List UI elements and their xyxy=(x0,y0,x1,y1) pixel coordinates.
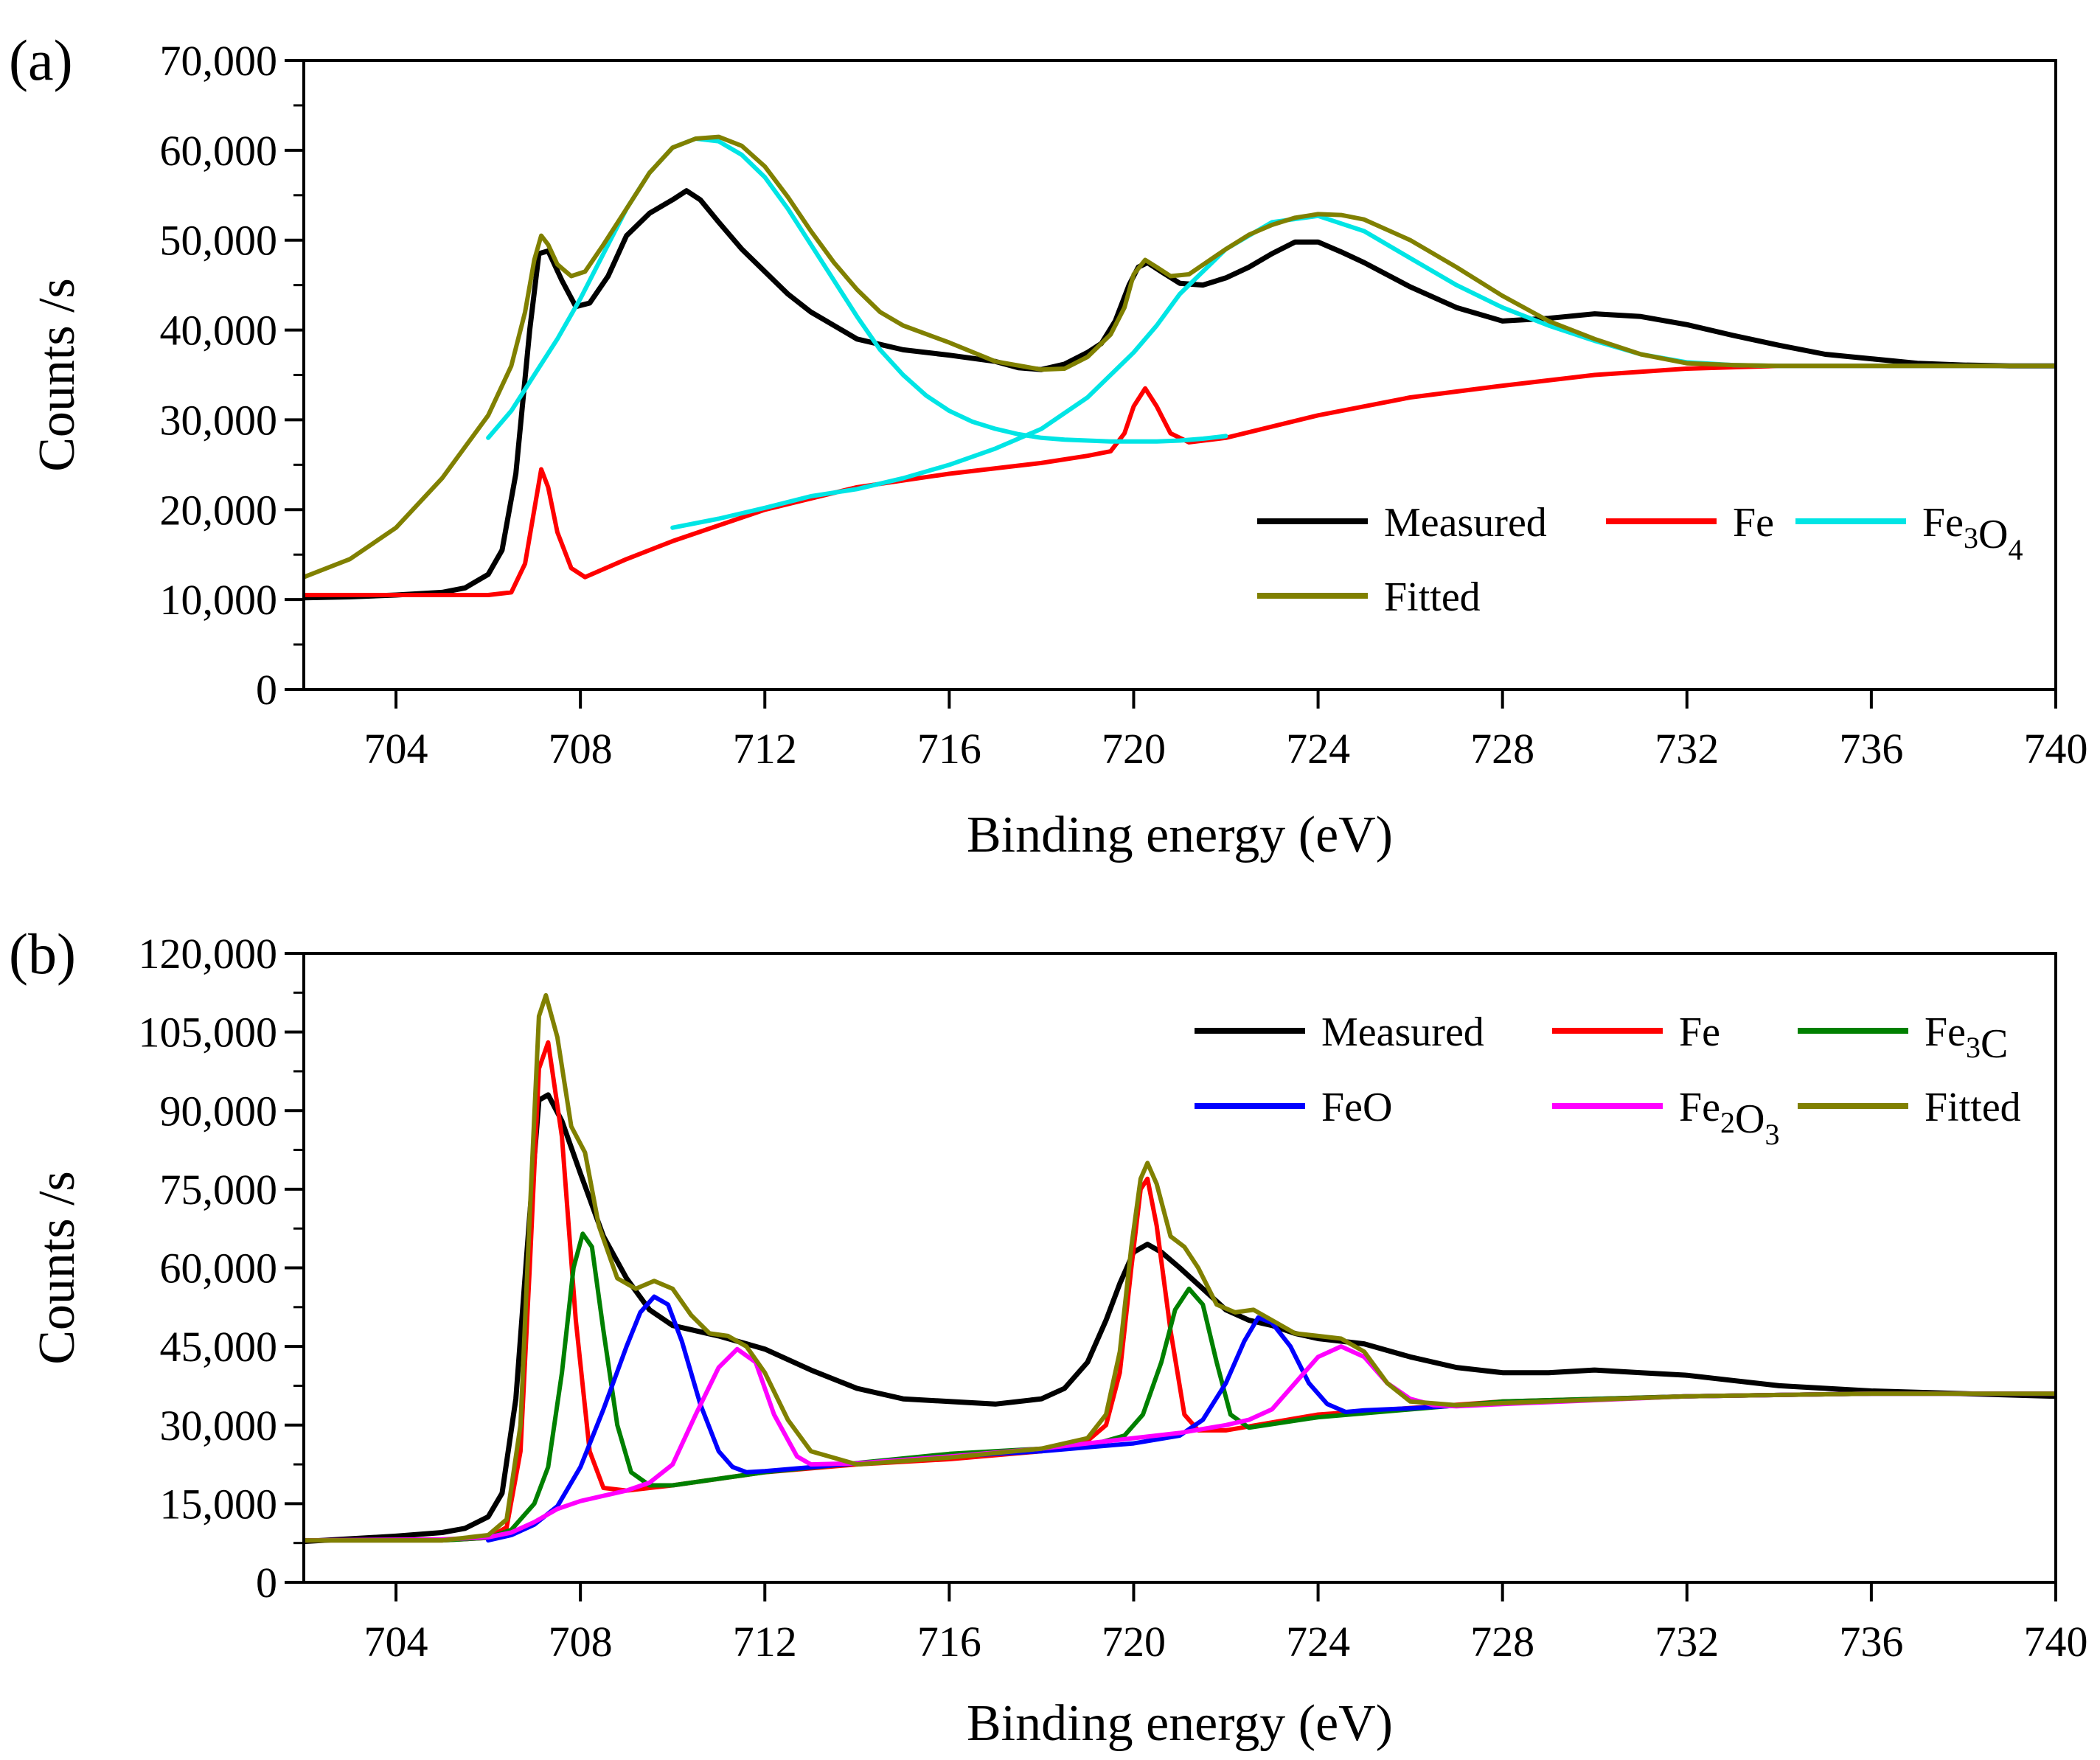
y-tick-label: 40,000 xyxy=(160,307,278,355)
panel-label: (b) xyxy=(9,922,76,986)
plot-frame xyxy=(302,59,2057,691)
legend-label: Measured xyxy=(1384,500,1547,546)
x-tick-label: 736 xyxy=(1839,1618,1903,1666)
y-axis-title: Counts /s xyxy=(29,278,86,472)
series-group xyxy=(304,134,2056,601)
y-tick-label: 30,000 xyxy=(160,1402,278,1450)
legend: Measured Fe Fe3O4 Fitted xyxy=(1257,500,2023,620)
x-tick-label: 728 xyxy=(1470,725,1534,773)
y-tick-label: 90,000 xyxy=(160,1087,278,1135)
x-tick-label: 720 xyxy=(1102,1618,1166,1666)
x-tick-label: 724 xyxy=(1286,725,1350,773)
x-axis-title: Binding energy (eV) xyxy=(967,1695,1393,1752)
x-tick-label: 716 xyxy=(917,1618,981,1666)
legend-label: FeO xyxy=(1321,1085,1392,1130)
legend-label: Fe3O4 xyxy=(1922,500,2023,566)
legend: Measured Fe Fe3C FeO Fe2O3 Fitted xyxy=(1195,1009,2021,1151)
y-tick-label: 0 xyxy=(256,666,277,714)
y-tick-label: 120,000 xyxy=(139,930,278,978)
y-tick-label: 60,000 xyxy=(160,127,278,175)
y-tick-label: 75,000 xyxy=(160,1166,278,1214)
legend-label: Fe2O3 xyxy=(1679,1085,1779,1151)
x-tick-label: 740 xyxy=(2024,1618,2088,1666)
y-tick-label: 50,000 xyxy=(160,217,278,265)
panel-label: (a) xyxy=(9,28,73,92)
legend-label: Fe3C xyxy=(1925,1009,2008,1067)
x-tick-label: 732 xyxy=(1655,1618,1719,1666)
legend-label: Fitted xyxy=(1925,1085,2021,1130)
y-tick-label: 105,000 xyxy=(139,1009,278,1057)
x-tick-label: 708 xyxy=(549,725,613,773)
y-tick-label: 70,000 xyxy=(160,37,278,85)
legend-label: Fitted xyxy=(1384,574,1481,620)
series-line-fe3o4 xyxy=(486,136,1228,444)
x-tick-label: 708 xyxy=(549,1618,613,1666)
x-tick-label: 728 xyxy=(1470,1618,1534,1666)
y-tick-label: 0 xyxy=(256,1559,277,1607)
y-tick-label: 60,000 xyxy=(160,1245,278,1293)
y-tick-label: 15,000 xyxy=(160,1480,278,1528)
y-tick-label: 20,000 xyxy=(160,486,278,534)
y-tick-label: 45,000 xyxy=(160,1323,278,1371)
x-tick-label: 704 xyxy=(364,1618,428,1666)
x-tick-label: 712 xyxy=(733,1618,797,1666)
x-tick-label: 716 xyxy=(917,725,981,773)
x-tick-label: 736 xyxy=(1839,725,1903,773)
x-tick-label: 740 xyxy=(2024,725,2088,773)
x-tick-label: 720 xyxy=(1102,725,1166,773)
x-tick-label: 712 xyxy=(733,725,797,773)
series-line-fe xyxy=(304,364,2056,597)
panel-b: 704 708 712 716 720 724 728 732 736 740 0 15,000 30,… xyxy=(9,922,2088,1752)
legend-label: Fe xyxy=(1679,1009,1720,1055)
x-tick-label: 732 xyxy=(1655,725,1719,773)
series-line-fitted xyxy=(304,134,2056,580)
panel-a: 704 708 712 716 720 724 728 732 736 740 0 10,000 20,… xyxy=(9,28,2088,863)
series-line-measured xyxy=(304,188,2056,601)
legend-label: Measured xyxy=(1321,1009,1484,1055)
series-line-fitted xyxy=(304,992,2056,1543)
y-axis-title: Counts /s xyxy=(29,1171,86,1365)
x-axis-title: Binding energy (eV) xyxy=(967,807,1393,863)
x-tick-label: 724 xyxy=(1286,1618,1350,1666)
y-tick-label: 10,000 xyxy=(160,576,278,624)
x-tick-label: 704 xyxy=(364,725,428,773)
y-tick-label: 30,000 xyxy=(160,396,278,444)
legend-label: Fe xyxy=(1733,500,1774,546)
series-group xyxy=(304,992,2056,1545)
series-line-fe xyxy=(304,1040,2056,1543)
